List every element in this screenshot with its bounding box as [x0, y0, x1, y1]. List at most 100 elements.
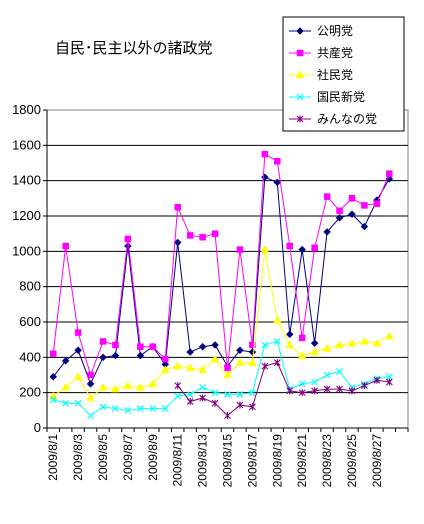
data-point — [323, 228, 331, 236]
data-point — [111, 384, 120, 393]
data-point — [198, 365, 208, 373]
data-point — [360, 222, 369, 231]
data-point — [162, 355, 169, 363]
data-point — [186, 348, 195, 356]
data-point — [135, 382, 145, 391]
data-point — [348, 387, 356, 395]
y-tick-label: 1400 — [12, 173, 41, 188]
data-point — [298, 334, 306, 342]
data-point — [249, 341, 256, 349]
data-point — [286, 387, 294, 395]
series-line — [53, 340, 390, 417]
data-point — [86, 379, 95, 388]
y-tick-label: 1600 — [12, 137, 41, 152]
data-point — [211, 341, 219, 349]
data-point — [61, 382, 71, 391]
series-5 — [174, 359, 393, 420]
legend-label: 国民新党 — [317, 89, 365, 104]
data-point — [174, 203, 181, 211]
legend-box — [282, 16, 405, 132]
x-tick-label: 2009/8/27 — [370, 434, 384, 488]
data-point — [123, 381, 133, 389]
data-point — [386, 170, 393, 177]
data-point — [273, 359, 281, 367]
data-point — [261, 362, 269, 370]
data-point — [322, 343, 332, 352]
x-tick-label: 2009/8/25 — [345, 434, 359, 488]
data-point — [348, 210, 356, 219]
data-point — [149, 343, 157, 350]
series-2 — [49, 150, 393, 379]
data-point — [199, 383, 207, 391]
data-point — [298, 389, 306, 397]
data-point — [223, 370, 232, 379]
data-point — [185, 363, 195, 372]
data-point — [347, 338, 357, 347]
data-point — [99, 353, 107, 362]
data-point — [323, 193, 331, 200]
data-point — [49, 350, 57, 358]
data-point — [124, 242, 132, 250]
grid-lines — [47, 144, 408, 394]
data-point — [99, 338, 107, 345]
legend-label: みんなの党 — [317, 111, 377, 126]
data-point — [186, 391, 194, 398]
series-4 — [49, 338, 393, 420]
y-tick-label: 200 — [19, 385, 41, 400]
x-tick-label: 2009/8/9 — [146, 434, 160, 481]
x-axis: 2009/8/1 2009/8/3 2009/8/5 2009/8/7 2009/8/9… — [46, 427, 409, 488]
data-point — [112, 405, 119, 412]
data-point — [186, 398, 194, 405]
data-point — [98, 382, 108, 391]
y-tick-label: 800 — [19, 279, 41, 294]
data-point — [361, 382, 368, 390]
data-point — [285, 330, 294, 339]
data-point — [211, 230, 219, 237]
data-point — [124, 235, 132, 243]
x-tick-label: 2009/8/11 — [171, 434, 185, 487]
chart-title: 自民･民主以外の諸政党 — [55, 39, 213, 57]
data-point — [335, 340, 344, 349]
x-tick-label: 2009/8/23 — [320, 434, 334, 488]
x-tick-label: 2009/8/5 — [96, 434, 110, 481]
data-point — [224, 364, 231, 372]
series-3 — [48, 245, 394, 402]
data-point — [235, 358, 245, 366]
data-point — [361, 202, 368, 209]
legend-marker — [296, 49, 304, 57]
data-point — [360, 336, 369, 345]
data-point — [49, 372, 58, 381]
data-point — [297, 351, 307, 359]
series-line — [52, 176, 390, 386]
data-point — [49, 396, 57, 404]
data-point — [348, 195, 356, 202]
series-group — [48, 150, 394, 420]
data-point — [261, 150, 269, 158]
legend-marker — [295, 70, 305, 79]
legend-label: 共産党 — [317, 45, 353, 60]
data-point — [199, 394, 206, 402]
x-tick-label: 2009/8/19 — [270, 434, 284, 488]
y-tick-label: 0 — [34, 420, 41, 435]
data-point — [273, 338, 281, 345]
data-point — [74, 329, 82, 336]
data-point — [161, 405, 169, 412]
data-point — [210, 354, 220, 363]
data-point — [285, 340, 295, 349]
data-point — [174, 392, 182, 400]
y-tick-label: 400 — [19, 349, 41, 364]
data-point — [286, 242, 293, 250]
data-point — [372, 338, 382, 347]
x-tick-label: 2009/8/3 — [71, 434, 85, 481]
data-point — [260, 245, 270, 253]
data-point — [224, 412, 231, 420]
data-point — [336, 207, 343, 214]
data-point — [385, 378, 393, 386]
data-point — [62, 242, 69, 250]
data-point — [311, 387, 319, 395]
data-point — [373, 376, 381, 384]
data-point — [274, 157, 281, 165]
data-point — [211, 389, 219, 397]
series-line — [177, 362, 390, 417]
